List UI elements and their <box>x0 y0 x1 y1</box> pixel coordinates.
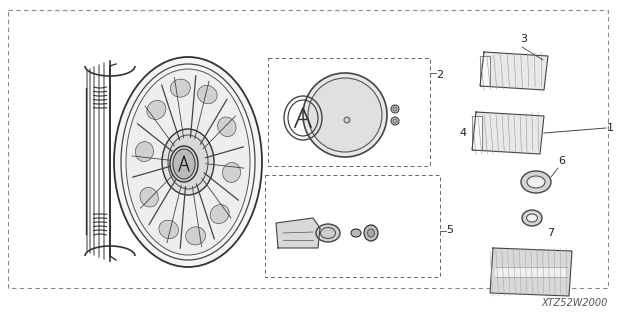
Ellipse shape <box>162 129 214 195</box>
Ellipse shape <box>114 57 262 267</box>
Ellipse shape <box>527 214 538 222</box>
Ellipse shape <box>393 107 397 111</box>
Ellipse shape <box>159 220 179 239</box>
Ellipse shape <box>527 176 545 188</box>
Ellipse shape <box>393 119 397 123</box>
Ellipse shape <box>344 117 350 123</box>
Ellipse shape <box>173 149 195 179</box>
Ellipse shape <box>303 73 387 157</box>
Ellipse shape <box>170 146 198 182</box>
Text: XTZ52W2000: XTZ52W2000 <box>542 298 608 308</box>
Bar <box>265 175 440 277</box>
Ellipse shape <box>522 210 542 226</box>
Ellipse shape <box>210 204 229 224</box>
Ellipse shape <box>168 135 208 189</box>
Text: 6: 6 <box>558 156 565 166</box>
Ellipse shape <box>198 85 217 104</box>
Bar <box>495 267 567 277</box>
Ellipse shape <box>186 227 205 245</box>
Text: 7: 7 <box>547 228 554 238</box>
Text: 5: 5 <box>446 225 453 235</box>
Bar <box>472 116 482 150</box>
Polygon shape <box>480 52 548 90</box>
Ellipse shape <box>140 188 158 207</box>
Ellipse shape <box>170 79 190 97</box>
Polygon shape <box>276 218 320 248</box>
Ellipse shape <box>391 105 399 113</box>
Bar <box>8 10 608 288</box>
Bar <box>480 56 490 86</box>
Text: 4: 4 <box>460 128 467 138</box>
Ellipse shape <box>147 100 166 119</box>
Ellipse shape <box>316 224 340 242</box>
Ellipse shape <box>223 162 241 182</box>
Polygon shape <box>490 248 572 296</box>
Polygon shape <box>472 112 544 154</box>
Bar <box>268 58 430 166</box>
Ellipse shape <box>367 229 374 237</box>
Ellipse shape <box>321 227 335 239</box>
Ellipse shape <box>351 229 361 237</box>
Ellipse shape <box>126 69 250 255</box>
Ellipse shape <box>308 78 382 152</box>
Ellipse shape <box>136 142 154 161</box>
Ellipse shape <box>218 117 236 137</box>
Text: 2: 2 <box>436 70 443 80</box>
Ellipse shape <box>121 64 255 260</box>
Text: 1: 1 <box>607 123 614 133</box>
Ellipse shape <box>364 225 378 241</box>
Ellipse shape <box>521 171 551 193</box>
Ellipse shape <box>391 117 399 125</box>
Text: 3: 3 <box>520 34 527 44</box>
